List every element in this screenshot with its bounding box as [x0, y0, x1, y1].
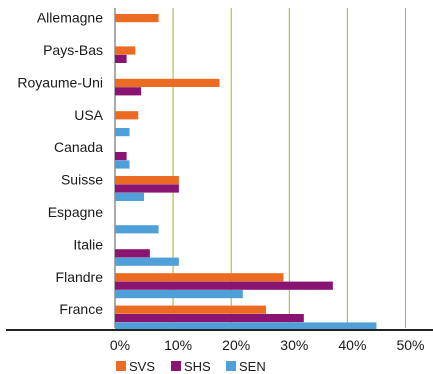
x-tick-label: 20%	[222, 337, 250, 353]
category-label: Pays-Bas	[43, 42, 103, 58]
legend-item-shs: SHS	[171, 359, 211, 374]
category-label: Espagne	[48, 204, 103, 220]
bar-svs-2	[115, 78, 220, 87]
bar-shs-1	[115, 54, 127, 63]
category-labels: Allemagne Pays-Bas Royaume-Uni USA Canada Sui…	[17, 10, 103, 318]
category-label: Flandre	[56, 269, 104, 285]
bar-sen-3	[115, 128, 130, 137]
bar-shs-7	[115, 249, 150, 258]
legend-swatch	[116, 361, 126, 371]
bar-sen-9	[115, 322, 377, 331]
category-label: Italie	[73, 236, 103, 252]
legend-label: SVS	[129, 359, 155, 374]
bar-sen-8	[115, 290, 243, 299]
bar-svs-8	[115, 273, 284, 282]
x-tick-label: 10%	[164, 337, 192, 353]
bar-shs-8	[115, 281, 333, 290]
bar-svs-1	[115, 46, 136, 55]
bar-shs-5	[115, 184, 179, 193]
legend: SVS SHS SEN	[116, 359, 266, 374]
bar-svs-0	[115, 14, 159, 23]
bar-svs-9	[115, 305, 267, 314]
x-tick-labels: 0% 10% 20% 30% 40% 50%	[110, 337, 425, 353]
legend-item-svs: SVS	[116, 359, 155, 374]
bar-sen-5	[115, 192, 145, 201]
bar-shs-4	[115, 152, 127, 161]
legend-label: SHS	[184, 359, 211, 374]
x-tick-label: 0%	[110, 337, 130, 353]
bar-shs-9	[115, 314, 304, 323]
category-label: Canada	[54, 139, 103, 155]
category-label: France	[59, 301, 103, 317]
bar-svs-5	[115, 176, 179, 185]
bar-sen-7	[115, 257, 179, 266]
x-tick-label: 40%	[338, 337, 366, 353]
legend-swatch	[171, 361, 181, 371]
legend-label: SEN	[239, 359, 266, 374]
bar-svs-3	[115, 111, 139, 120]
legend-swatch	[226, 361, 236, 371]
bar-shs-2	[115, 87, 142, 96]
bar-sen-4	[115, 160, 130, 169]
bars	[115, 14, 377, 331]
bar-sen-6	[115, 225, 159, 234]
x-tick-label: 50%	[396, 337, 424, 353]
category-label: USA	[74, 107, 103, 123]
category-label: Suisse	[61, 172, 103, 188]
x-tick-label: 30%	[280, 337, 308, 353]
legend-item-sen: SEN	[226, 359, 266, 374]
category-label: Royaume-Uni	[17, 74, 103, 90]
category-label: Allemagne	[37, 10, 103, 26]
